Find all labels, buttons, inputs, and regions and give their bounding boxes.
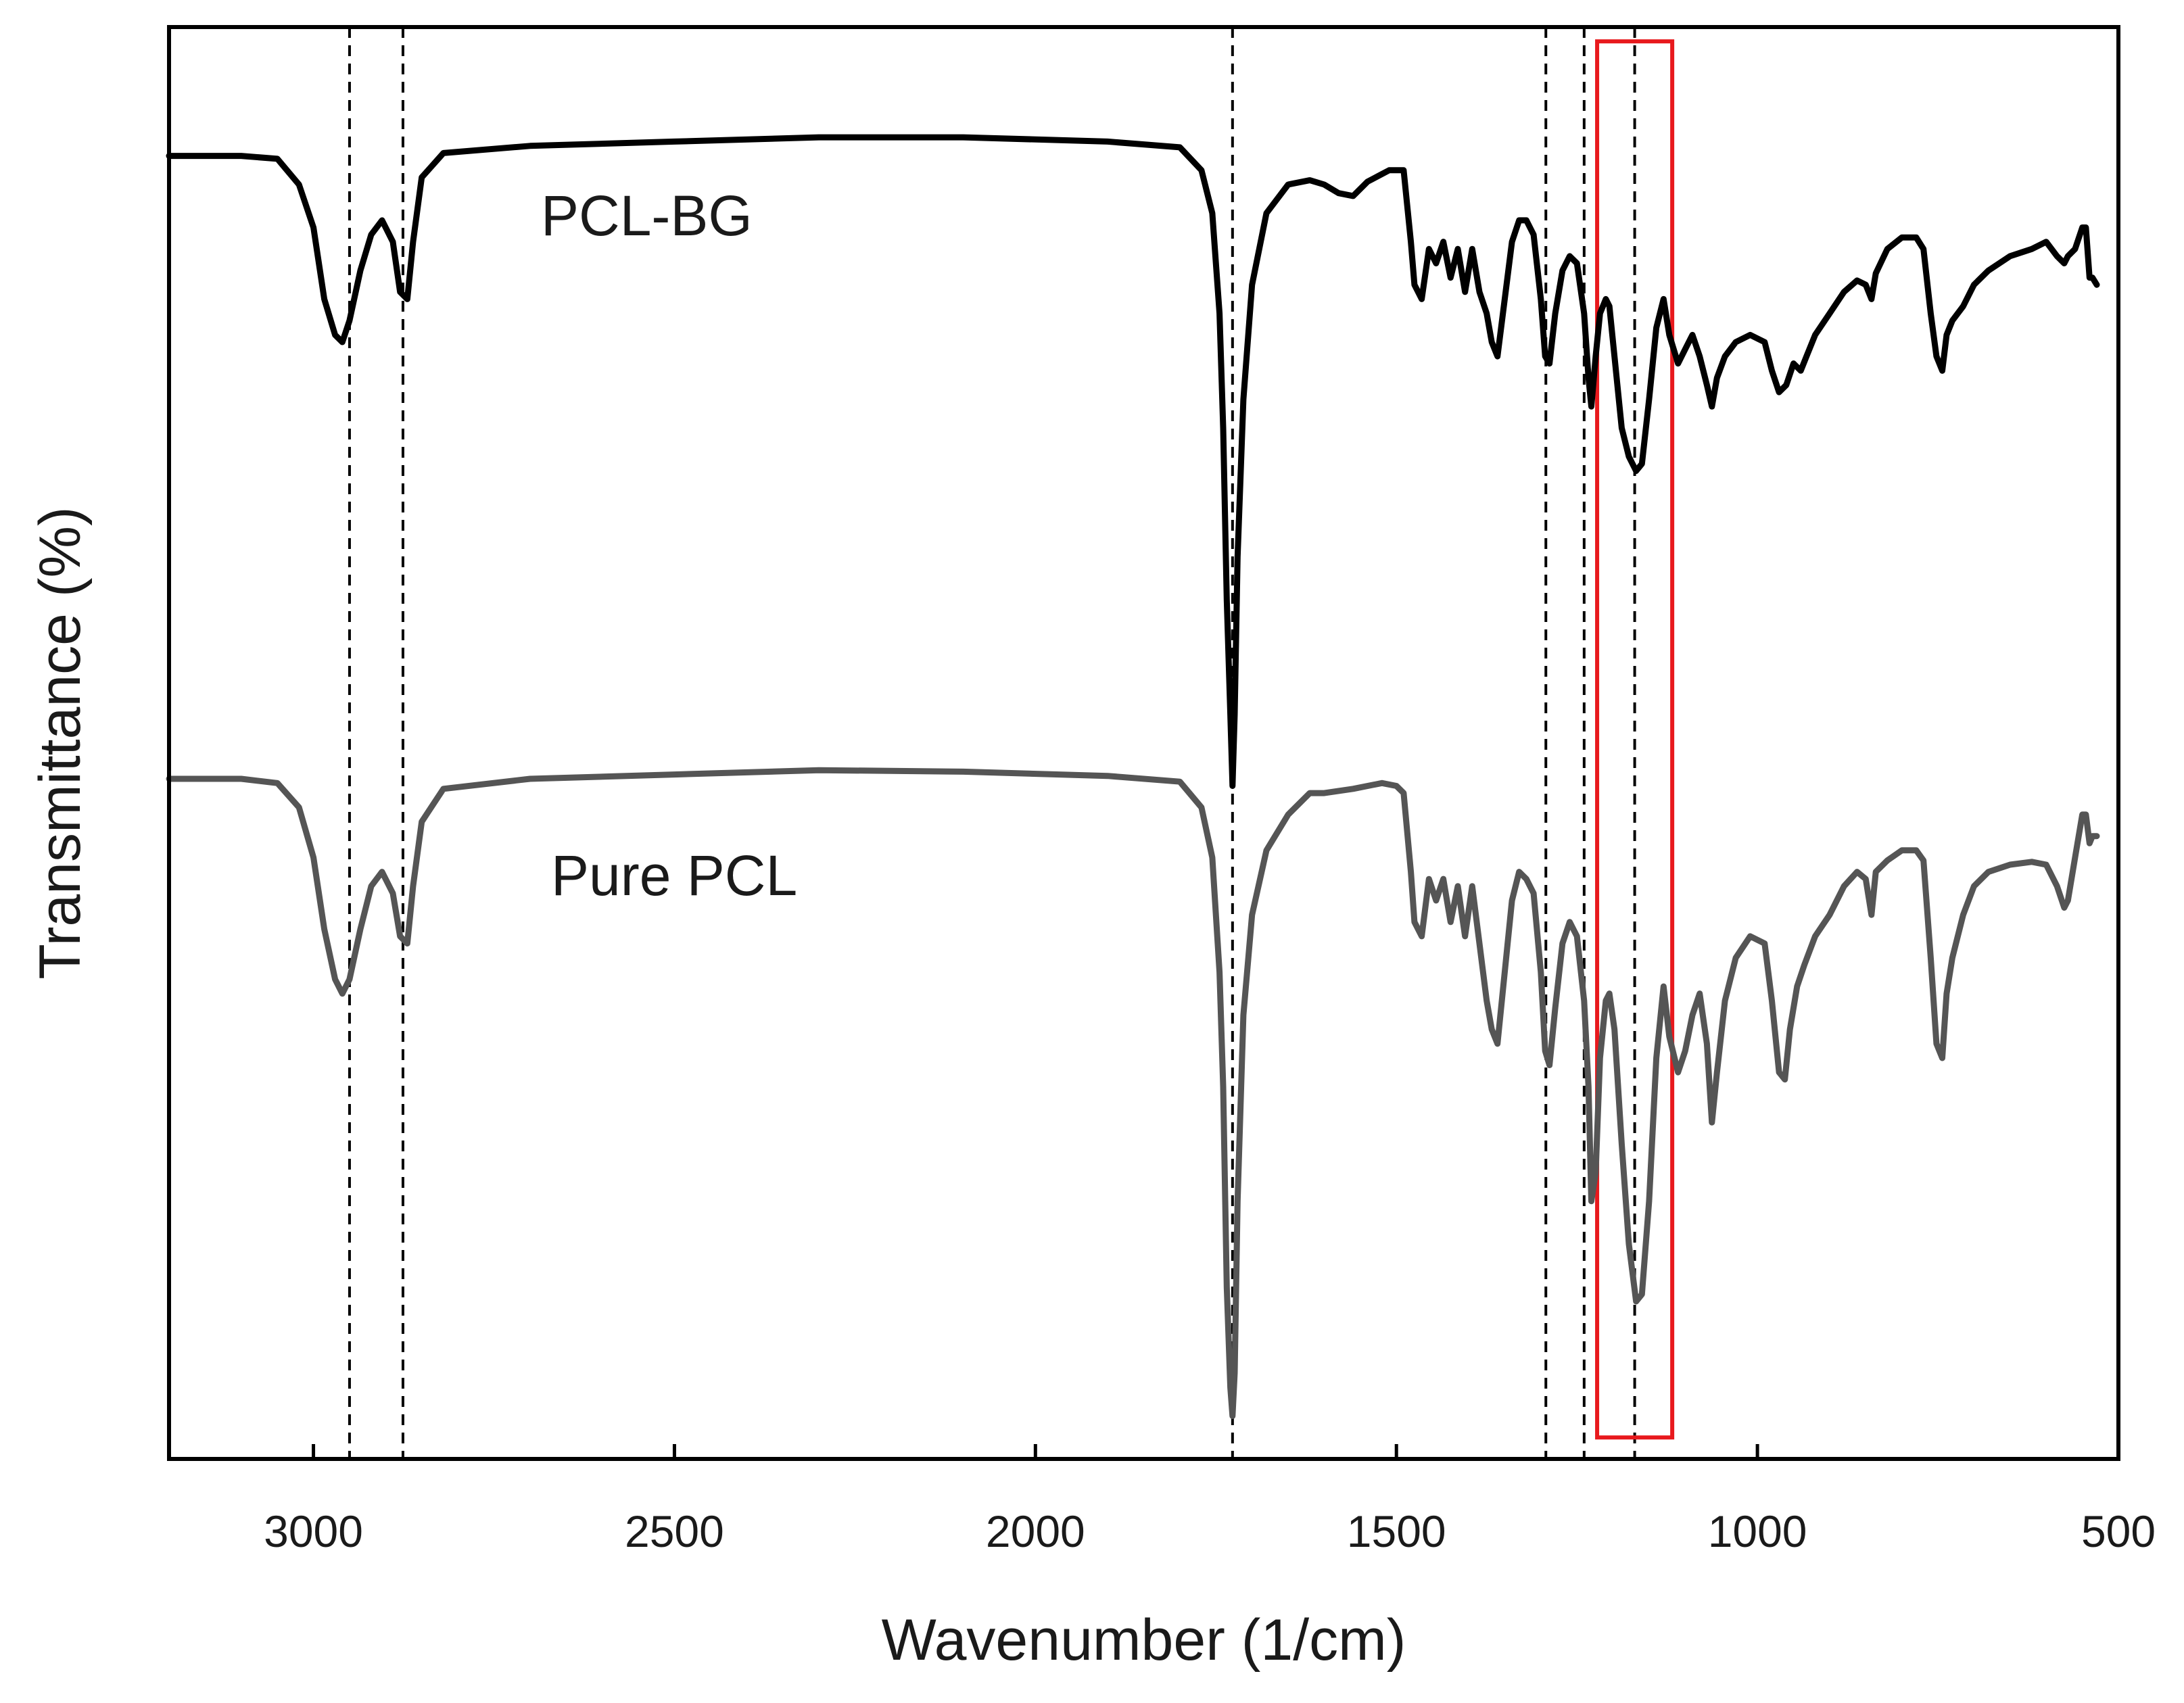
x-axis-ticks: 3000 2500 2000 1500 1000 500 <box>264 1444 2156 1556</box>
x-tick-label-2500: 2500 <box>625 1506 724 1556</box>
x-tick-label-500: 500 <box>2081 1506 2156 1556</box>
x-tick-label-2000: 2000 <box>986 1506 1085 1556</box>
highlight-box-group <box>1595 39 1675 1440</box>
plot-frame <box>167 25 2120 1461</box>
x-axis-title: Wavenumber (1/cm) <box>882 1608 1406 1673</box>
series-label-pure-pcl: Pure PCL <box>551 844 797 907</box>
y-axis-title: Transmittance (%) <box>28 506 93 979</box>
x-tick-label-3000: 3000 <box>264 1506 363 1556</box>
series-line-pure-pcl <box>166 767 2100 1419</box>
x-tick-label-1000: 1000 <box>1708 1506 1807 1556</box>
series-line-pcl-bg <box>166 134 2100 789</box>
highlight-box <box>1595 39 1675 1440</box>
x-tick-label-1500: 1500 <box>1347 1506 1446 1556</box>
series-group <box>166 134 2100 1419</box>
series-label-pcl-bg: PCL-BG <box>541 184 753 247</box>
